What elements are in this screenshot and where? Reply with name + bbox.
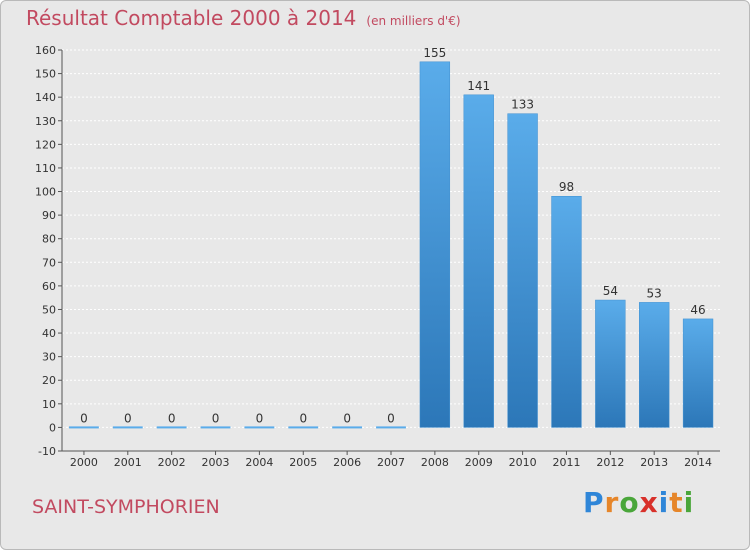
data-label: 53 (647, 286, 662, 300)
y-tick-label: 30 (42, 351, 56, 364)
data-label: 155 (423, 46, 446, 60)
data-label: 98 (559, 180, 574, 194)
y-tick-label: 110 (35, 162, 56, 175)
data-label: 0 (80, 411, 88, 425)
x-tick-label: 2014 (684, 456, 712, 469)
bar (682, 318, 714, 428)
y-tick-label: 100 (35, 186, 56, 199)
bar (244, 426, 275, 429)
y-tick-label: 20 (42, 374, 56, 387)
x-tick-label: 2008 (421, 456, 449, 469)
y-tick-label: 80 (42, 233, 56, 246)
labels: -10 0 10 20 30 40 50 60 70 80 90 100 110 120 130 140 150… (35, 44, 712, 469)
x-tick-label: 2011 (552, 456, 580, 469)
data-label: 0 (212, 411, 220, 425)
data-label: 0 (343, 411, 351, 425)
data-label: 0 (387, 411, 395, 425)
data-label: 46 (690, 303, 705, 317)
logo-letter: x (639, 486, 659, 519)
data-label: 0 (299, 411, 307, 425)
x-tick-label: 2010 (509, 456, 537, 469)
bar (551, 195, 582, 428)
bar (156, 426, 187, 429)
bar (463, 94, 494, 428)
logo-letter: r (604, 486, 620, 519)
y-tick-label: 90 (42, 209, 56, 222)
x-tick-label: 2001 (114, 456, 142, 469)
bar (419, 61, 451, 428)
bar (112, 426, 143, 429)
data-label: 54 (603, 284, 618, 298)
bar (595, 299, 626, 428)
bar (639, 302, 670, 428)
y-tick-label: 120 (35, 138, 56, 151)
y-tick-label: 0 (49, 421, 56, 434)
commune-name: SAINT-SYMPHORIEN (32, 496, 220, 518)
x-tick-label: 2006 (333, 456, 361, 469)
bar (288, 426, 319, 429)
bar (507, 113, 538, 428)
x-tick-label: 2004 (245, 456, 273, 469)
y-tick-label: -10 (38, 445, 56, 458)
logo-letter: i (683, 486, 695, 519)
y-tick-label: 10 (42, 398, 56, 411)
data-label: 0 (256, 411, 264, 425)
bars (69, 61, 714, 429)
proxiti-logo[interactable]: Proxiti (583, 486, 694, 519)
data-label: 141 (467, 79, 490, 93)
data-label: 133 (511, 98, 534, 112)
logo-letter: t (669, 486, 684, 519)
y-tick-label: 40 (42, 327, 56, 340)
y-tick-label: 70 (42, 256, 56, 269)
logo-letter: i (658, 486, 670, 519)
chart-title-text: Résultat Comptable 2000 à 2014 (26, 6, 357, 30)
chart-unit: (en milliers d'€) (366, 14, 461, 28)
bar (332, 426, 363, 429)
x-tick-label: 2012 (596, 456, 624, 469)
y-tick-label: 130 (35, 115, 56, 128)
x-tick-label: 2007 (377, 456, 405, 469)
x-tick-label: 2003 (202, 456, 230, 469)
bar (200, 426, 231, 429)
y-tick-label: 60 (42, 280, 56, 293)
x-tick-label: 2009 (465, 456, 493, 469)
chart-title: Résultat Comptable 2000 à 2014 (en millie… (26, 6, 461, 30)
y-tick-label: 160 (35, 44, 56, 57)
y-tick-label: 50 (42, 303, 56, 316)
x-tick-label: 2005 (289, 456, 317, 469)
data-label: 0 (168, 411, 176, 425)
bar (69, 426, 99, 429)
x-tick-label: 2002 (158, 456, 186, 469)
y-tick-label: 140 (35, 91, 56, 104)
bar (376, 426, 406, 429)
x-tick-label: 2000 (70, 456, 98, 469)
axes (58, 49, 720, 455)
data-label: 0 (124, 411, 132, 425)
logo-letter: P (583, 486, 605, 519)
y-tick-label: 150 (35, 68, 56, 81)
x-tick-label: 2013 (640, 456, 668, 469)
logo-letter: o (619, 486, 640, 519)
